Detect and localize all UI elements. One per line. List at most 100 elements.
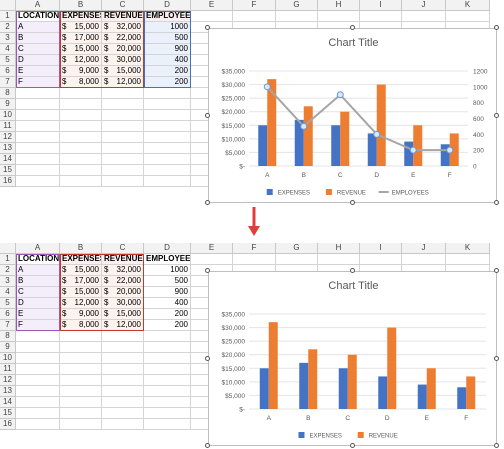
grid-cell[interactable] bbox=[360, 254, 402, 265]
grid-cell[interactable] bbox=[144, 353, 191, 364]
grid-cell[interactable] bbox=[144, 397, 191, 408]
grid-cell[interactable]: $20,000 bbox=[102, 44, 144, 55]
header-cell[interactable]: EXPENSES bbox=[60, 11, 102, 22]
header-cell[interactable]: LOCATION bbox=[16, 11, 60, 22]
column-header[interactable]: G bbox=[276, 0, 318, 11]
grid-cell[interactable] bbox=[60, 154, 102, 165]
row-header[interactable]: 9 bbox=[0, 342, 16, 353]
grid-cell[interactable] bbox=[144, 88, 191, 99]
header-cell[interactable]: REVENUE bbox=[102, 254, 144, 265]
row-header[interactable]: 11 bbox=[0, 364, 16, 375]
row-header[interactable]: 5 bbox=[0, 298, 16, 309]
resize-handle[interactable] bbox=[494, 355, 499, 361]
grid-cell[interactable]: $9,000 bbox=[60, 66, 102, 77]
grid-cell[interactable] bbox=[102, 121, 144, 132]
row-header[interactable]: 16 bbox=[0, 176, 16, 187]
grid-cell[interactable]: $30,000 bbox=[102, 55, 144, 66]
grid-cell[interactable]: $8,000 bbox=[60, 77, 102, 88]
grid-cell[interactable]: E bbox=[16, 66, 60, 77]
grid-cell[interactable] bbox=[60, 331, 102, 342]
grid-cell[interactable]: 200 bbox=[144, 66, 191, 77]
row-header[interactable]: 6 bbox=[0, 309, 16, 320]
grid-cell[interactable] bbox=[102, 353, 144, 364]
column-header[interactable]: A bbox=[16, 243, 60, 254]
column-header[interactable]: F bbox=[233, 243, 276, 254]
column-header[interactable]: H bbox=[318, 0, 360, 11]
row-header[interactable]: 7 bbox=[0, 320, 16, 331]
grid-cell[interactable] bbox=[60, 143, 102, 154]
grid-cell[interactable] bbox=[16, 132, 60, 143]
grid-cell[interactable] bbox=[144, 132, 191, 143]
grid-cell[interactable] bbox=[16, 419, 60, 430]
grid-cell[interactable]: $22,000 bbox=[102, 33, 144, 44]
row-header[interactable]: 8 bbox=[0, 88, 16, 99]
select-all-corner[interactable] bbox=[0, 243, 16, 254]
grid-cell[interactable] bbox=[102, 176, 144, 187]
resize-handle[interactable] bbox=[205, 25, 210, 30]
grid-cell[interactable]: B bbox=[16, 276, 60, 287]
column-header[interactable]: E bbox=[191, 0, 233, 11]
grid-cell[interactable]: F bbox=[16, 320, 60, 331]
column-header[interactable]: I bbox=[360, 0, 402, 11]
row-header[interactable]: 2 bbox=[0, 265, 16, 276]
column-header[interactable]: G bbox=[276, 243, 318, 254]
grid-cell[interactable] bbox=[60, 121, 102, 132]
column-header[interactable]: A bbox=[16, 0, 60, 11]
column-header[interactable]: D bbox=[144, 0, 191, 11]
grid-cell[interactable]: 200 bbox=[144, 77, 191, 88]
grid-cell[interactable]: 200 bbox=[144, 320, 191, 331]
grid-cell[interactable]: $12,000 bbox=[102, 77, 144, 88]
header-cell[interactable]: LOCATION bbox=[16, 254, 60, 265]
grid-cell[interactable] bbox=[102, 419, 144, 430]
row-header[interactable]: 1 bbox=[0, 254, 16, 265]
grid-cell[interactable] bbox=[360, 11, 402, 22]
grid-cell[interactable] bbox=[102, 110, 144, 121]
grid-cell[interactable] bbox=[16, 342, 60, 353]
column-header[interactable]: H bbox=[318, 243, 360, 254]
grid-cell[interactable] bbox=[102, 154, 144, 165]
grid-cell[interactable] bbox=[446, 11, 490, 22]
grid-cell[interactable]: 200 bbox=[144, 309, 191, 320]
grid-cell[interactable] bbox=[144, 419, 191, 430]
resize-handle[interactable] bbox=[349, 443, 355, 448]
row-header[interactable]: 2 bbox=[0, 22, 16, 33]
grid-cell[interactable] bbox=[276, 11, 318, 22]
grid-cell[interactable] bbox=[102, 132, 144, 143]
grid-cell[interactable]: A bbox=[16, 265, 60, 276]
resize-handle[interactable] bbox=[494, 443, 499, 448]
grid-cell[interactable] bbox=[16, 154, 60, 165]
grid-cell[interactable] bbox=[16, 99, 60, 110]
grid-cell[interactable] bbox=[144, 408, 191, 419]
grid-cell[interactable] bbox=[60, 419, 102, 430]
grid-cell[interactable] bbox=[233, 254, 276, 265]
resize-handle[interactable] bbox=[205, 200, 210, 205]
grid-cell[interactable]: $12,000 bbox=[102, 320, 144, 331]
grid-cell[interactable]: $15,000 bbox=[102, 66, 144, 77]
column-header[interactable]: C bbox=[102, 243, 144, 254]
grid-cell[interactable] bbox=[16, 408, 60, 419]
column-header[interactable]: K bbox=[446, 0, 490, 11]
grid-cell[interactable]: $32,000 bbox=[102, 265, 144, 276]
header-cell[interactable]: EMPLOYEES bbox=[144, 11, 191, 22]
header-cell[interactable]: REVENUE bbox=[102, 11, 144, 22]
resize-handle[interactable] bbox=[494, 268, 499, 273]
row-header[interactable]: 14 bbox=[0, 397, 16, 408]
grid-cell[interactable] bbox=[318, 11, 360, 22]
row-header[interactable]: 8 bbox=[0, 331, 16, 342]
column-header[interactable]: D bbox=[144, 243, 191, 254]
header-cell[interactable]: EXPENSES bbox=[60, 254, 102, 265]
row-header[interactable]: 12 bbox=[0, 375, 16, 386]
row-header[interactable]: 12 bbox=[0, 132, 16, 143]
column-header[interactable]: B bbox=[60, 0, 102, 11]
grid-cell[interactable] bbox=[60, 364, 102, 375]
resize-handle[interactable] bbox=[349, 200, 355, 205]
row-header[interactable]: 6 bbox=[0, 66, 16, 77]
column-header[interactable]: F bbox=[233, 0, 276, 11]
grid-cell[interactable]: C bbox=[16, 44, 60, 55]
grid-cell[interactable] bbox=[144, 386, 191, 397]
grid-cell[interactable] bbox=[102, 375, 144, 386]
grid-cell[interactable] bbox=[102, 165, 144, 176]
grid-cell[interactable]: $15,000 bbox=[60, 287, 102, 298]
grid-cell[interactable] bbox=[60, 165, 102, 176]
grid-cell[interactable] bbox=[233, 11, 276, 22]
